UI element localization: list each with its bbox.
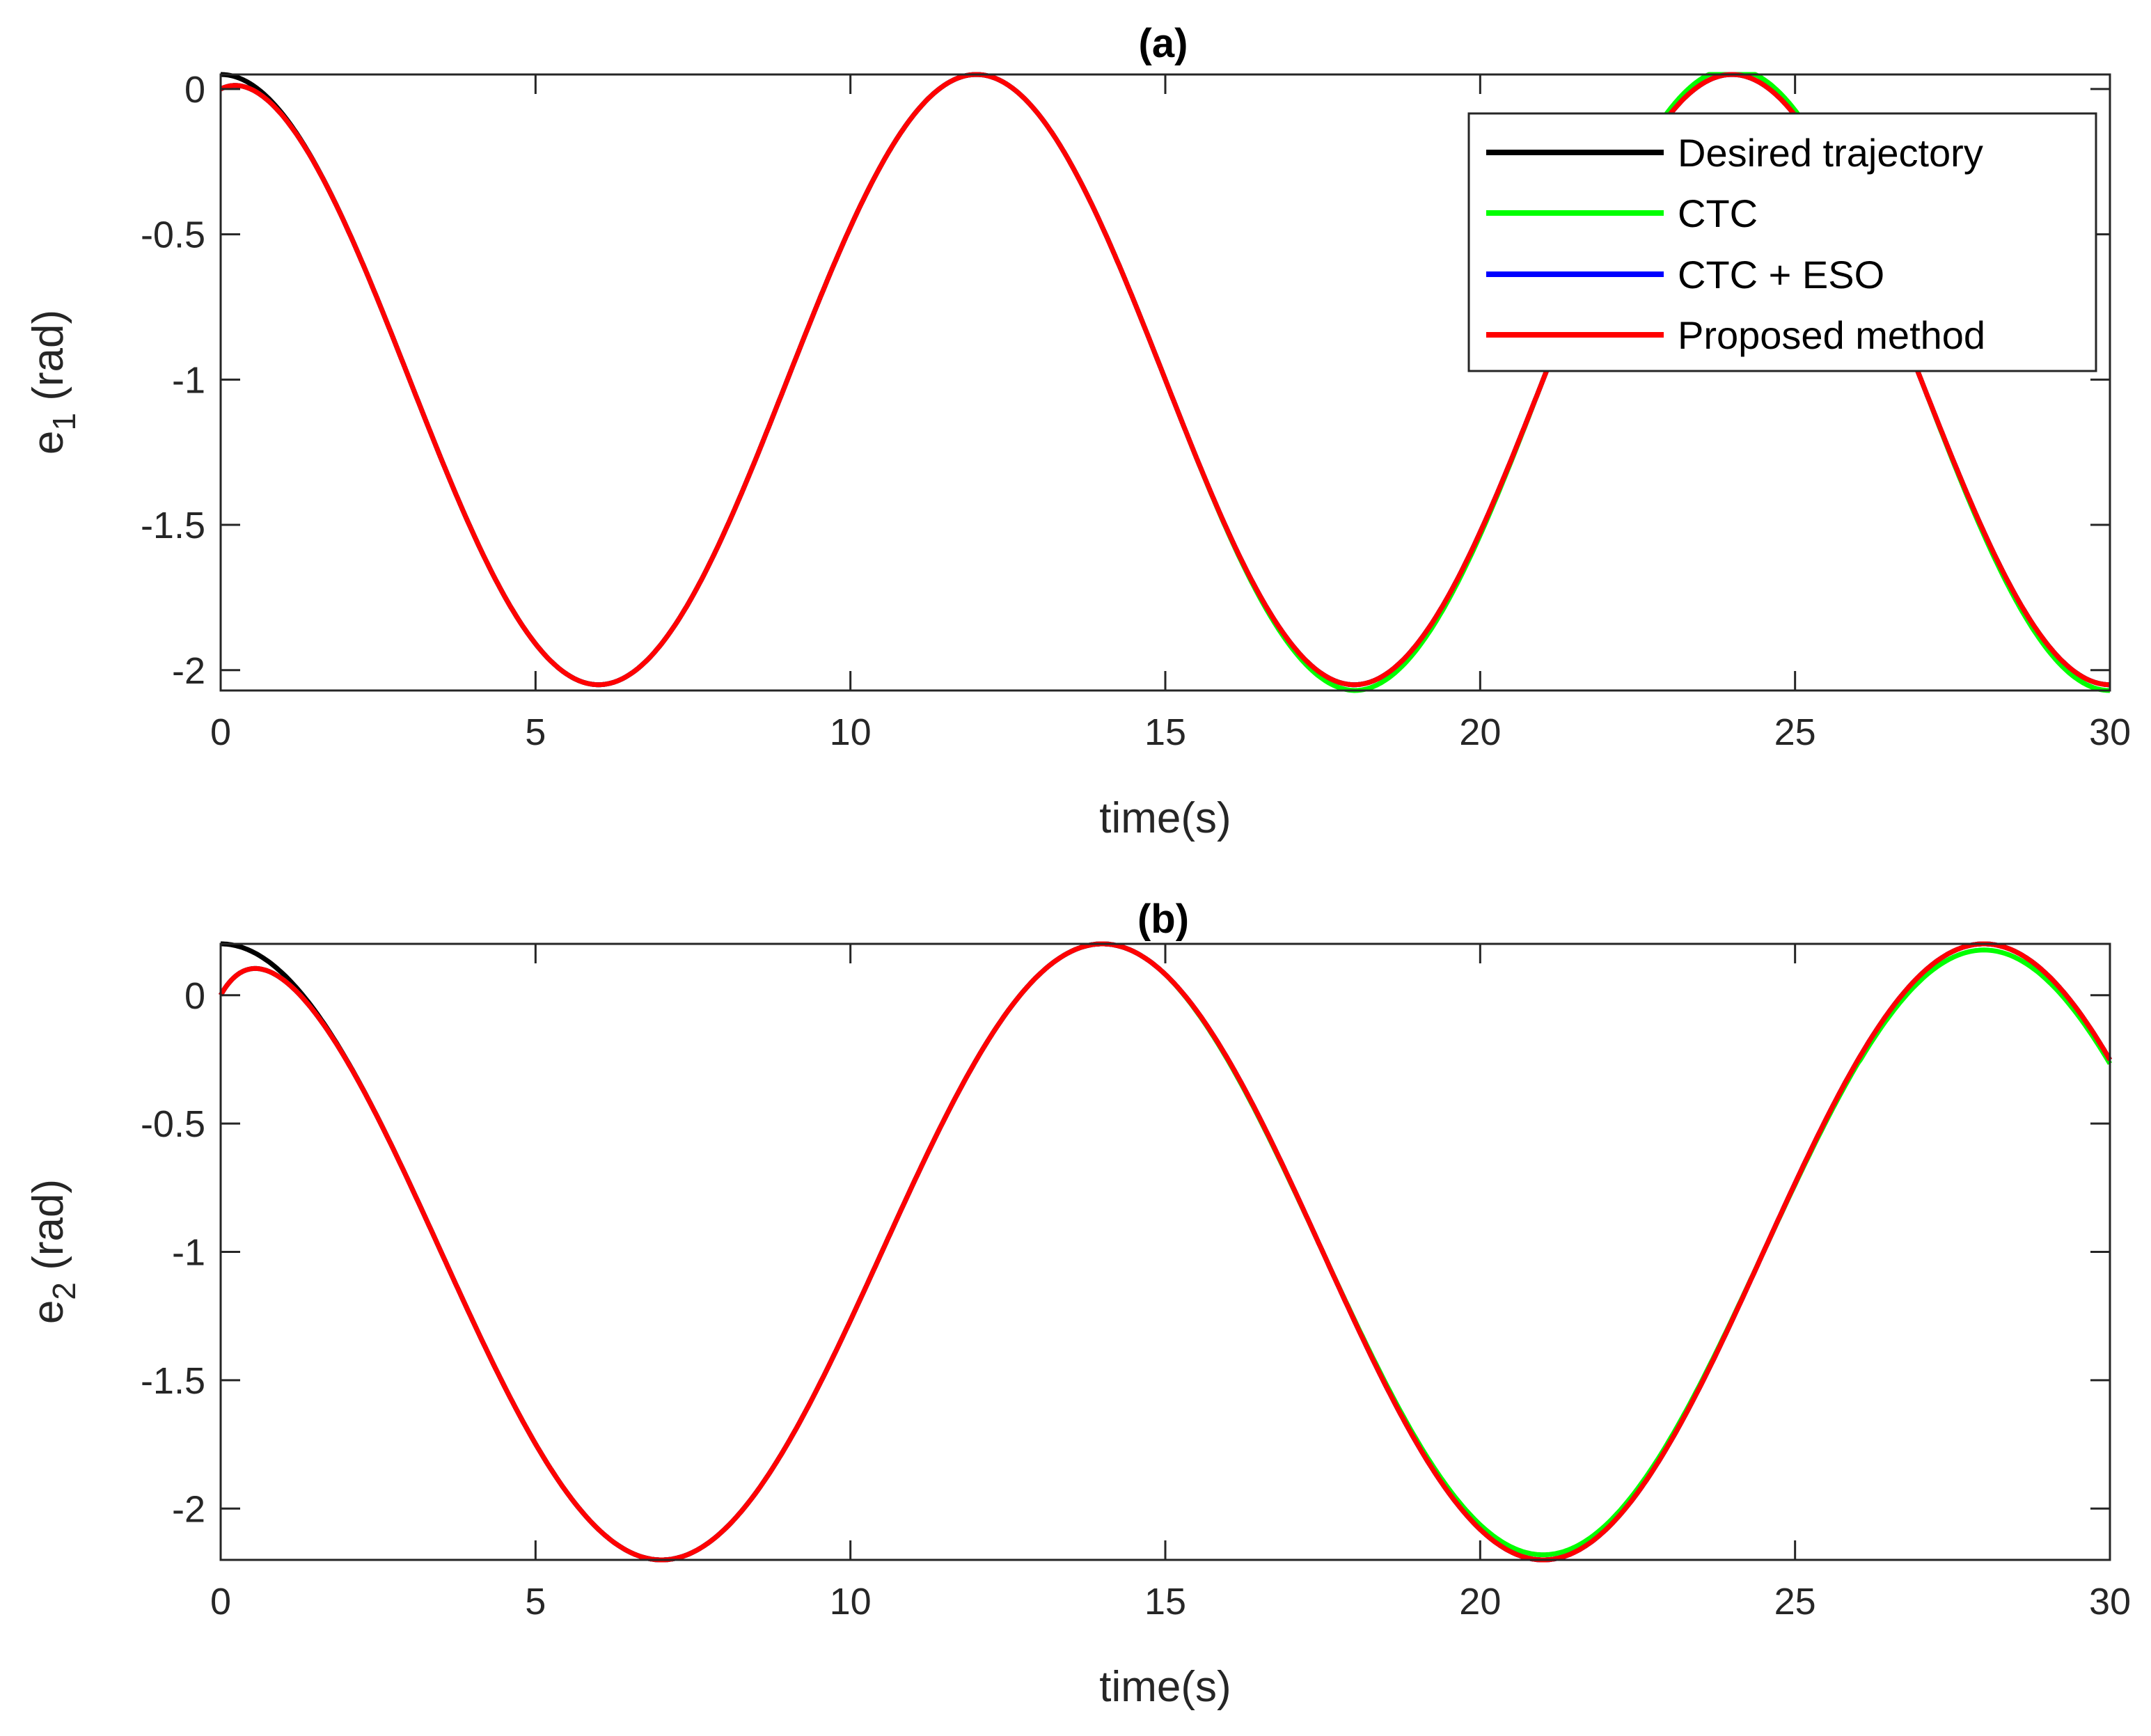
panel-a-ticks: 0 5 10 15 20 25 30 0 -0.5 -1 -1.5 -2 xyxy=(141,69,2131,753)
panel-a: (a) 0 5 10 15 20 25 30 0 -0.5 -1 -1.5 -2 time(s) e1… xyxy=(24,21,2131,842)
series-line-ctc xyxy=(218,941,2113,1563)
y-tick-label: -2 xyxy=(172,1488,205,1530)
legend-label-ctc: CTC xyxy=(1678,191,1758,235)
panel-a-ylabel: e1 (rad) xyxy=(24,310,82,455)
x-tick-label: 25 xyxy=(1774,1581,1816,1623)
y-tick-label: -1.5 xyxy=(141,505,205,546)
series-line-ctc-eso xyxy=(218,941,2113,1563)
y-tick-label: 0 xyxy=(184,975,205,1017)
y-tick-label: -1 xyxy=(172,359,205,401)
panel-a-ylabel-main: e xyxy=(24,431,72,455)
panel-b-ticks: 0 5 10 15 20 25 30 0 -0.5 -1 -1.5 -2 xyxy=(141,944,2131,1623)
panel-a-title: (a) xyxy=(1139,21,1188,66)
y-tick-label: -0.5 xyxy=(141,214,205,256)
x-tick-label: 0 xyxy=(210,711,231,753)
panel-a-ylabel-unit: (rad) xyxy=(24,310,72,413)
panel-b: (b) 0 5 10 15 20 25 30 0 -0.5 -1 -1.5 -2 time(s) e2… xyxy=(24,897,2131,1711)
x-tick-label: 5 xyxy=(525,1581,546,1623)
x-tick-label: 5 xyxy=(525,711,546,753)
panel-b-ylabel: e2 (rad) xyxy=(24,1179,82,1324)
y-tick-label: -1.5 xyxy=(141,1360,205,1402)
y-tick-label: -0.5 xyxy=(141,1103,205,1145)
legend-label-desired: Desired trajectory xyxy=(1678,131,1983,175)
panel-a-xlabel: time(s) xyxy=(1099,794,1231,842)
legend-label-proposed: Proposed method xyxy=(1678,313,1985,357)
x-tick-label: 15 xyxy=(1144,1581,1186,1623)
x-tick-label: 20 xyxy=(1459,1581,1501,1623)
x-tick-label: 30 xyxy=(2089,711,2131,753)
x-tick-label: 0 xyxy=(210,1581,231,1623)
panel-b-series-group xyxy=(218,941,2113,1563)
x-tick-label: 30 xyxy=(2089,1581,2131,1623)
legend-label-ctc-eso: CTC + ESO xyxy=(1678,253,1884,297)
panel-b-ylabel-sub: 2 xyxy=(46,1282,82,1300)
series-line-desired-trajectory xyxy=(220,941,2113,1563)
y-tick-label: 0 xyxy=(184,69,205,111)
legend: Desired trajectory CTC CTC + ESO Propose… xyxy=(1467,112,2097,372)
x-tick-label: 20 xyxy=(1459,711,1501,753)
panel-a-ylabel-sub: 1 xyxy=(46,413,82,431)
panel-b-xlabel: time(s) xyxy=(1099,1663,1231,1711)
x-tick-label: 10 xyxy=(830,1581,872,1623)
y-tick-label: -1 xyxy=(172,1232,205,1274)
x-tick-label: 15 xyxy=(1144,711,1186,753)
legend-box xyxy=(1467,112,2097,372)
panel-b-title: (b) xyxy=(1137,897,1189,942)
panel-b-ylabel-main: e xyxy=(24,1300,72,1324)
panel-b-axes-box xyxy=(219,942,2111,1561)
panel-b-ylabel-unit: (rad) xyxy=(24,1179,72,1282)
x-tick-label: 10 xyxy=(830,711,872,753)
x-tick-label: 25 xyxy=(1774,711,1816,753)
series-line-proposed-method xyxy=(218,941,2113,1563)
y-tick-label: -2 xyxy=(172,650,205,692)
